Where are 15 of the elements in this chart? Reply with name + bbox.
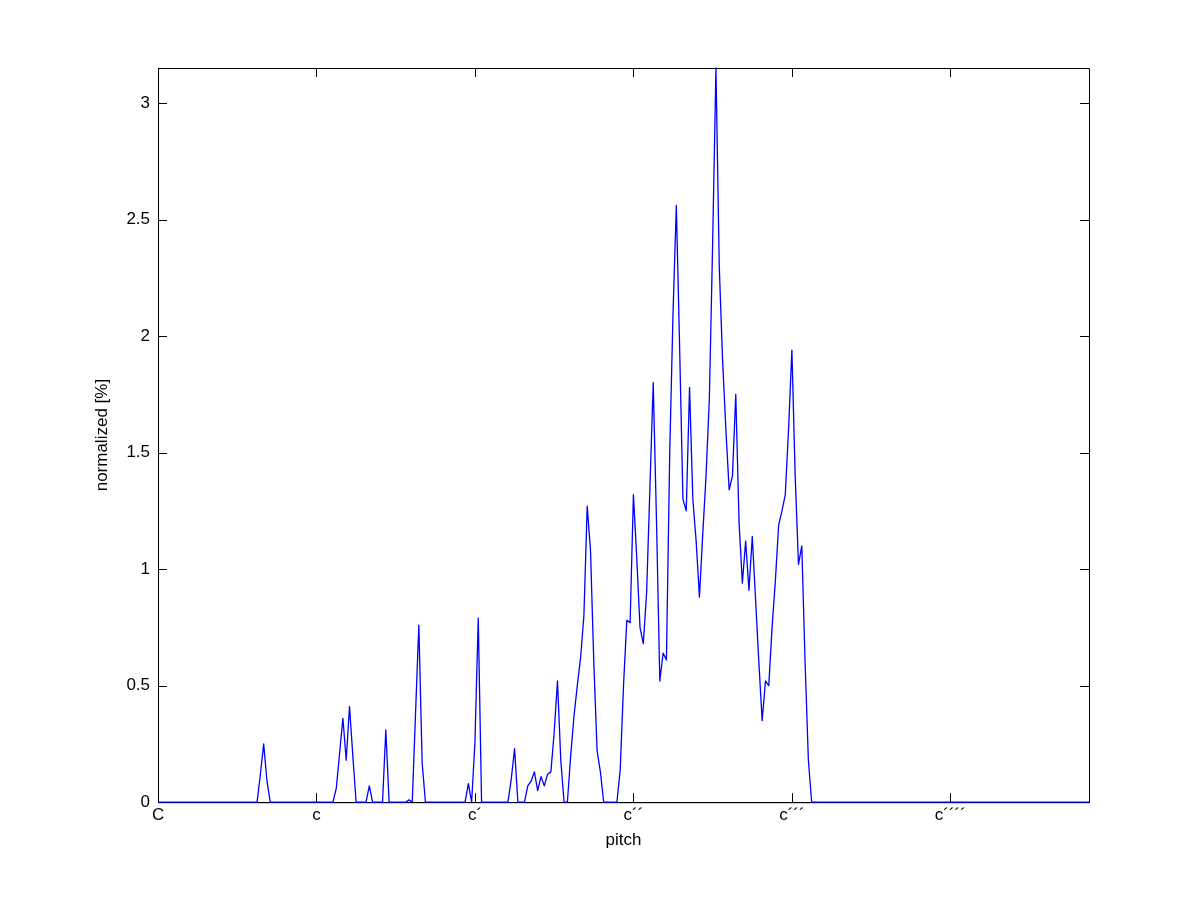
y-tick-label: 0: [140, 791, 151, 811]
x-tick-label: c: [312, 805, 322, 825]
y-tick-label: 2.5: [126, 209, 151, 229]
x-tick-label: C: [151, 805, 165, 825]
y-tick-label: 1.5: [126, 442, 151, 462]
y-tick-label: 2: [140, 325, 151, 345]
x-tick-label: c´: [467, 805, 483, 825]
y-tick-label: 0.5: [126, 675, 151, 695]
y-tick-label: 3: [140, 92, 151, 112]
x-tick-label: c´´´´: [934, 805, 966, 825]
y-tick-label: 1: [140, 558, 151, 578]
x-tick-label: c´´: [623, 805, 644, 825]
y-axis-title: normalized [%]: [91, 378, 111, 492]
x-tick-label: c´´´: [779, 805, 805, 825]
x-axis-title: pitch: [605, 830, 642, 850]
